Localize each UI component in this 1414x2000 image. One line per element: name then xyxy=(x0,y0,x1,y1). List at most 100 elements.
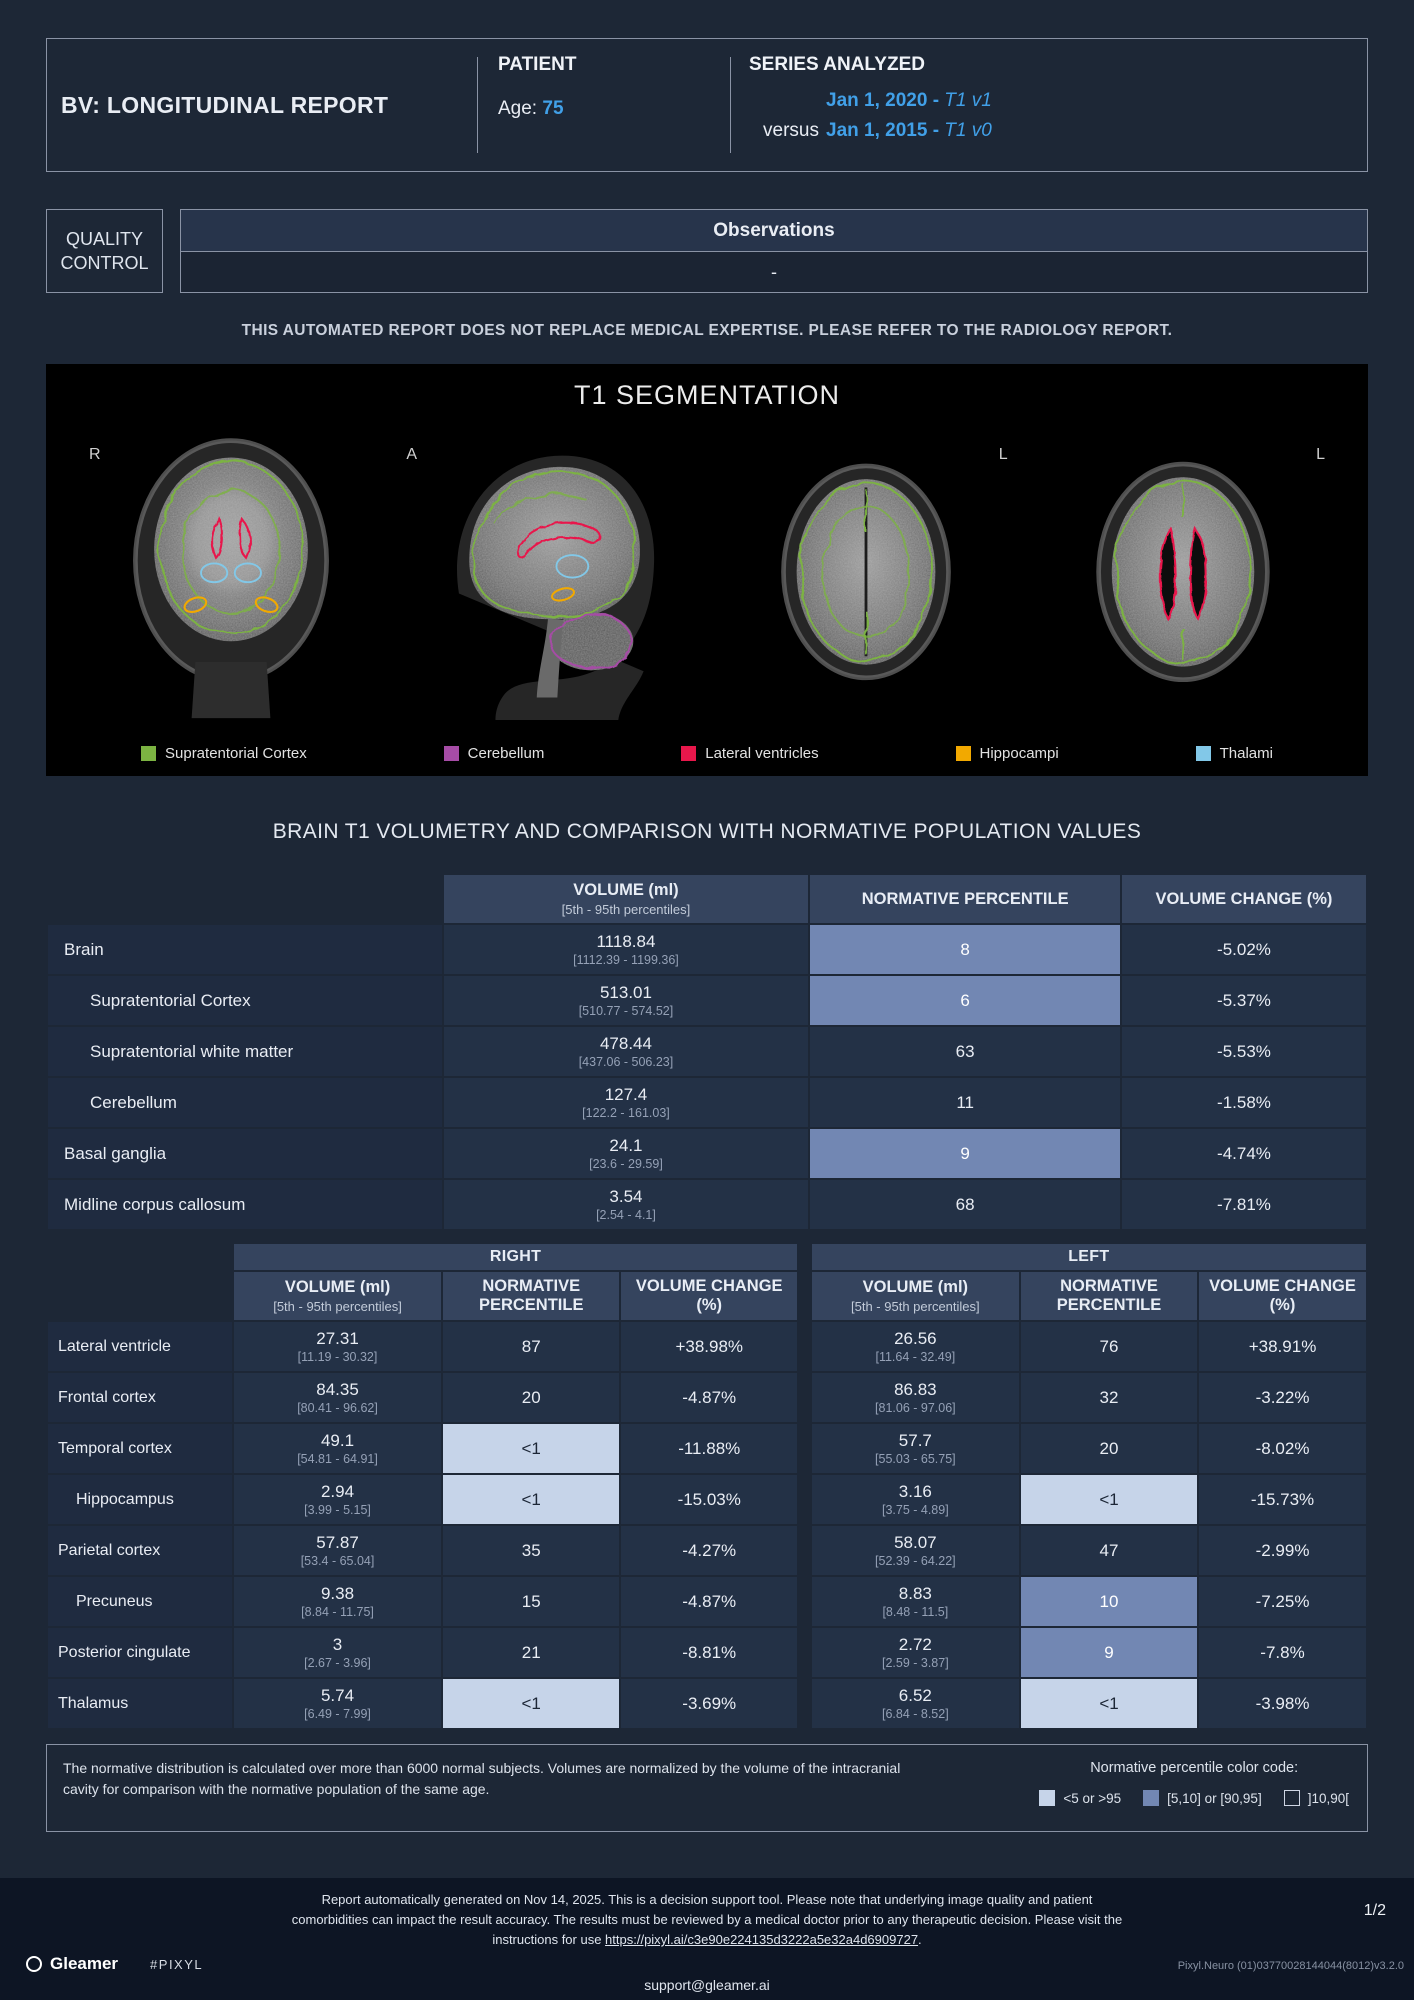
volumetry-table1-body: Brain 1118.84 [1112.39 - 1199.36] 8 -5.02… xyxy=(48,925,1366,1229)
volume-change-cell: -4.87% xyxy=(621,1577,798,1626)
mri-view-sagittal: A xyxy=(398,420,698,720)
table-row: Hippocampus 2.94 [3.99 - 5.15] <1 -15.03%… xyxy=(48,1475,1366,1524)
hippocampi-swatch xyxy=(955,746,971,761)
patient-label: PATIENT xyxy=(498,54,577,75)
hippocampi-contour xyxy=(183,596,279,613)
orientation-label: L xyxy=(1316,446,1325,463)
region-label: Thalamus xyxy=(48,1679,232,1728)
observations-title: Observations xyxy=(181,210,1367,252)
column-gap xyxy=(799,1424,809,1473)
volume-change-cell: -7.8% xyxy=(1199,1628,1366,1677)
volume-change-cell: +38.98% xyxy=(621,1322,798,1371)
series-current: Jan 1, 2020 - T1 v1 xyxy=(749,86,1367,116)
legend-item: Supratentorial Cortex xyxy=(141,745,307,762)
page-number: 1/2 xyxy=(1363,1902,1386,1919)
percentile-cell: 20 xyxy=(1021,1424,1198,1473)
percentile-cell: 20 xyxy=(443,1373,620,1422)
normal-percentile-swatch xyxy=(1283,1790,1300,1806)
volume-change-cell: -15.03% xyxy=(621,1475,798,1524)
cortex-contour xyxy=(1114,480,1252,664)
empty-corner-cell xyxy=(48,875,442,923)
footer-line3-suffix: . xyxy=(918,1932,922,1948)
region-label: Brain xyxy=(48,925,442,974)
observations-box: Observations - xyxy=(180,209,1368,293)
thalamus-contour xyxy=(555,554,590,579)
footnote-text: The normative distribution is calculated… xyxy=(63,1760,901,1797)
change-column-header: VOLUME CHANGE (%) xyxy=(1121,875,1366,923)
page-footer: Report automatically generated on Nov 14… xyxy=(0,1878,1414,2000)
volume-cell: 127.4 [122.2 - 161.03] xyxy=(443,1078,809,1127)
cortex-contour xyxy=(799,481,933,662)
lateralized-volumetry-table: RIGHT LEFT VOLUME (ml) [5th - 95th percen… xyxy=(46,1242,1368,1730)
column-gap xyxy=(799,1272,809,1320)
volume-change-cell: -7.81% xyxy=(1121,1180,1366,1229)
percentile-cell: <1 xyxy=(1021,1679,1198,1728)
volume-cell: 1118.84 [1112.39 - 1199.36] xyxy=(443,925,809,974)
column-gap xyxy=(799,1679,809,1728)
report-title: BV: LONGITUDINAL REPORT xyxy=(61,91,389,118)
supratentorial-cortex-swatch xyxy=(141,746,156,761)
volume-cell: 8.83 [8.48 - 11.5] xyxy=(811,1577,1019,1626)
volume-change-cell: -3.22% xyxy=(1199,1373,1366,1422)
volume-change-cell: -8.02% xyxy=(1199,1424,1366,1473)
percentile-column-header: NORMATIVE PERCENTILE xyxy=(810,875,1120,923)
left-hemisphere-header: LEFT xyxy=(811,1244,1366,1270)
volume-column-header: VOLUME (ml) [5th - 95th percentiles] xyxy=(233,1272,442,1320)
legend-label: Cerebellum xyxy=(467,745,545,762)
percentile-cell: <1 xyxy=(1021,1475,1198,1524)
cerebellum-contour xyxy=(550,613,633,670)
volume-change-cell: -5.02% xyxy=(1121,925,1366,974)
percentile-column-header: NORMATIVE PERCENTILE xyxy=(1021,1272,1198,1320)
region-label: Hippocampus xyxy=(48,1475,232,1524)
region-label: Supratentorial white matter xyxy=(48,1027,442,1076)
percentile-cell: <1 xyxy=(443,1424,620,1473)
series-previous-tag: T1 v0 xyxy=(944,120,992,141)
volume-change-cell: -8.81% xyxy=(621,1628,798,1677)
table-row: Lateral ventricle 27.31 [11.19 - 30.32] 8… xyxy=(48,1322,1366,1371)
percentile-cell: 63 xyxy=(810,1027,1120,1076)
percentile-cell: 9 xyxy=(810,1129,1120,1178)
thalami-swatch xyxy=(1195,746,1211,761)
volume-change-cell: -1.58% xyxy=(1121,1078,1366,1127)
mri-view-axial-ventricles: L xyxy=(1033,420,1333,720)
percentile-cell: 76 xyxy=(1021,1322,1198,1371)
color-code-label: <5 or >95 xyxy=(1063,1790,1122,1806)
region-label: Parietal cortex xyxy=(48,1526,232,1575)
volume-change-cell: -4.74% xyxy=(1121,1129,1366,1178)
segmentation-legend: Supratentorial Cortex Cerebellum Lateral… xyxy=(46,745,1368,762)
volume-cell: 57.87 [53.4 - 65.04] xyxy=(233,1526,442,1575)
column-gap xyxy=(799,1628,809,1677)
series-previous-value: Jan 1, 2015 - T1 v0 xyxy=(826,116,992,146)
percentile-cell: 15 xyxy=(443,1577,620,1626)
change-column-header: VOLUME CHANGE (%) xyxy=(621,1272,798,1320)
volume-cell: 3.16 [3.75 - 4.89] xyxy=(811,1475,1019,1524)
volume-change-cell: -3.69% xyxy=(621,1679,798,1728)
volume-cell: 84.35 [80.41 - 96.62] xyxy=(233,1373,442,1422)
column-gap xyxy=(799,1526,809,1575)
ventricle-contour xyxy=(211,517,251,560)
series-current-tag: T1 v1 xyxy=(944,90,992,111)
software-version: Pixyl.Neuro (01)03770028144044(8012)v3.2… xyxy=(1177,1960,1404,1972)
support-email[interactable]: support@gleamer.ai xyxy=(644,1977,770,1993)
axial-brain-image xyxy=(780,463,951,681)
instructions-link[interactable]: https://pixyl.ai/c3e90e224135d3222a5e32a… xyxy=(605,1932,919,1948)
color-code-items: <5 or >95 [5,10] or [90,95] ]10,90[ xyxy=(1039,1790,1349,1806)
legend-label: Lateral ventricles xyxy=(705,745,819,762)
legend-item: Thalami xyxy=(1195,745,1273,762)
region-label: Precuneus xyxy=(48,1577,232,1626)
volume-change-cell: -7.25% xyxy=(1199,1577,1366,1626)
table-row: Thalamus 5.74 [6.49 - 7.99] <1 -3.69% 6.5… xyxy=(48,1679,1366,1728)
percentile-cell: 21 xyxy=(443,1628,620,1677)
footer-line2: comorbidities can impact the result accu… xyxy=(291,1912,1123,1928)
color-code-label: ]10,90[ xyxy=(1307,1790,1349,1806)
series-spacer xyxy=(749,86,819,116)
volume-cell: 478.44 [437.06 - 506.23] xyxy=(443,1027,809,1076)
table-row: Temporal cortex 49.1 [54.81 - 64.91] <1 -… xyxy=(48,1424,1366,1473)
patient-section: PATIENT Age: 75 xyxy=(478,39,730,171)
series-lines: Jan 1, 2020 - T1 v1 versus Jan 1, 2015 -… xyxy=(749,86,1367,146)
color-code-item: [5,10] or [90,95] xyxy=(1143,1790,1262,1806)
color-code-item: <5 or >95 xyxy=(1039,1790,1121,1806)
volume-cell: 24.1 [23.6 - 29.59] xyxy=(443,1129,809,1178)
volume-cell: 57.7 [55.03 - 65.75] xyxy=(811,1424,1019,1473)
